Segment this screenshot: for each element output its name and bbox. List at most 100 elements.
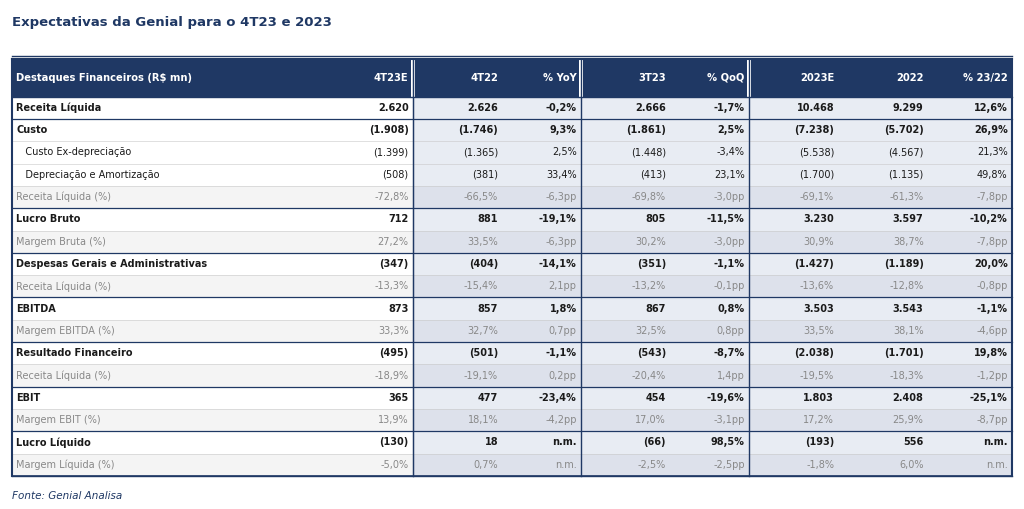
FancyBboxPatch shape (746, 59, 751, 97)
FancyBboxPatch shape (12, 119, 324, 142)
Text: -13,3%: -13,3% (375, 281, 409, 291)
FancyBboxPatch shape (581, 97, 670, 119)
FancyBboxPatch shape (839, 297, 928, 320)
Text: -1,7%: -1,7% (714, 103, 744, 113)
FancyBboxPatch shape (12, 454, 324, 476)
FancyBboxPatch shape (324, 275, 413, 297)
FancyBboxPatch shape (839, 253, 928, 275)
Text: -7,8pp: -7,8pp (976, 192, 1008, 202)
Text: (193): (193) (805, 437, 835, 447)
FancyBboxPatch shape (324, 409, 413, 431)
Text: -3,1pp: -3,1pp (714, 415, 744, 425)
Text: 38,1%: 38,1% (893, 326, 924, 336)
Text: -8,7%: -8,7% (714, 348, 744, 358)
FancyBboxPatch shape (749, 231, 839, 253)
Text: -3,4%: -3,4% (717, 148, 744, 157)
Text: (1.399): (1.399) (374, 148, 409, 157)
Text: 2.666: 2.666 (635, 103, 666, 113)
FancyBboxPatch shape (413, 186, 502, 208)
Text: (5.702): (5.702) (884, 125, 924, 135)
Text: Expectativas da Genial para o 4T23 e 2023: Expectativas da Genial para o 4T23 e 202… (12, 16, 332, 30)
Text: -8,7pp: -8,7pp (976, 415, 1008, 425)
Text: Destaques Financeiros (R$ mn): Destaques Financeiros (R$ mn) (16, 73, 193, 82)
FancyBboxPatch shape (581, 253, 670, 275)
Text: -66,5%: -66,5% (464, 192, 498, 202)
FancyBboxPatch shape (928, 163, 1012, 186)
Text: 0,8pp: 0,8pp (717, 326, 744, 336)
FancyBboxPatch shape (839, 163, 928, 186)
Text: 881: 881 (477, 214, 498, 224)
FancyBboxPatch shape (928, 454, 1012, 476)
Text: (1.427): (1.427) (795, 259, 835, 269)
FancyBboxPatch shape (581, 364, 670, 387)
Text: -0,8pp: -0,8pp (976, 281, 1008, 291)
FancyBboxPatch shape (12, 320, 324, 342)
Text: -1,1%: -1,1% (977, 304, 1008, 314)
Text: -7,8pp: -7,8pp (976, 237, 1008, 247)
Text: -12,8%: -12,8% (890, 281, 924, 291)
Text: 12,6%: 12,6% (974, 103, 1008, 113)
FancyBboxPatch shape (324, 431, 413, 454)
Text: (404): (404) (469, 259, 498, 269)
FancyBboxPatch shape (12, 364, 324, 387)
FancyBboxPatch shape (670, 119, 749, 142)
Text: (4.567): (4.567) (888, 148, 924, 157)
Text: (1.908): (1.908) (369, 125, 409, 135)
Text: -3,0pp: -3,0pp (714, 192, 744, 202)
FancyBboxPatch shape (324, 208, 413, 231)
FancyBboxPatch shape (581, 119, 670, 142)
Text: 49,8%: 49,8% (977, 170, 1008, 180)
Text: 0,2pp: 0,2pp (549, 371, 577, 381)
FancyBboxPatch shape (839, 231, 928, 253)
FancyBboxPatch shape (928, 275, 1012, 297)
FancyBboxPatch shape (839, 119, 928, 142)
FancyBboxPatch shape (749, 208, 839, 231)
FancyBboxPatch shape (928, 186, 1012, 208)
Text: 2.408: 2.408 (893, 393, 924, 403)
FancyBboxPatch shape (749, 119, 839, 142)
Text: 32,5%: 32,5% (635, 326, 666, 336)
FancyBboxPatch shape (839, 454, 928, 476)
FancyBboxPatch shape (670, 97, 749, 119)
FancyBboxPatch shape (928, 320, 1012, 342)
FancyBboxPatch shape (749, 342, 839, 364)
FancyBboxPatch shape (12, 59, 1012, 97)
FancyBboxPatch shape (324, 342, 413, 364)
Text: 19,8%: 19,8% (974, 348, 1008, 358)
Text: (413): (413) (640, 170, 666, 180)
FancyBboxPatch shape (502, 253, 581, 275)
Text: 30,9%: 30,9% (804, 237, 835, 247)
FancyBboxPatch shape (670, 409, 749, 431)
FancyBboxPatch shape (324, 297, 413, 320)
Text: 10.468: 10.468 (797, 103, 835, 113)
Text: 6,0%: 6,0% (899, 460, 924, 470)
Text: -20,4%: -20,4% (632, 371, 666, 381)
FancyBboxPatch shape (12, 97, 324, 119)
FancyBboxPatch shape (749, 163, 839, 186)
Text: 477: 477 (478, 393, 498, 403)
FancyBboxPatch shape (502, 364, 581, 387)
Text: -18,3%: -18,3% (890, 371, 924, 381)
FancyBboxPatch shape (670, 163, 749, 186)
Text: n.m.: n.m. (986, 460, 1008, 470)
FancyBboxPatch shape (670, 142, 749, 163)
FancyBboxPatch shape (502, 275, 581, 297)
FancyBboxPatch shape (749, 186, 839, 208)
Text: Depreciação e Amortização: Depreciação e Amortização (16, 170, 160, 180)
FancyBboxPatch shape (581, 320, 670, 342)
FancyBboxPatch shape (324, 320, 413, 342)
Text: (2.038): (2.038) (795, 348, 835, 358)
FancyBboxPatch shape (413, 342, 502, 364)
FancyBboxPatch shape (502, 409, 581, 431)
Text: 805: 805 (646, 214, 666, 224)
FancyBboxPatch shape (928, 387, 1012, 409)
FancyBboxPatch shape (12, 342, 324, 364)
FancyBboxPatch shape (324, 387, 413, 409)
FancyBboxPatch shape (12, 208, 324, 231)
FancyBboxPatch shape (749, 275, 839, 297)
Text: 18: 18 (484, 437, 498, 447)
Text: 33,5%: 33,5% (467, 237, 498, 247)
FancyBboxPatch shape (579, 59, 583, 97)
Text: Resultado Financeiro: Resultado Financeiro (16, 348, 133, 358)
Text: Receita Líquida (%): Receita Líquida (%) (16, 192, 112, 203)
